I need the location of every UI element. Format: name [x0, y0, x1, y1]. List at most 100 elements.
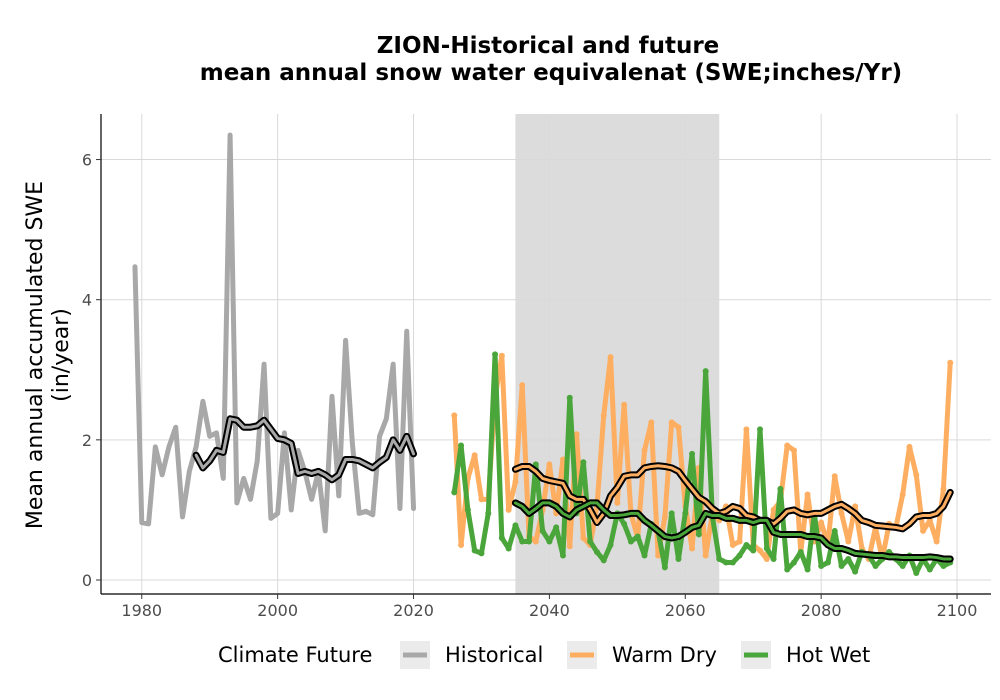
data-point-hot-wet-2051 [621, 520, 628, 527]
data-point-warm-dry-2055 [648, 419, 655, 426]
data-point-hot-wet-2040 [546, 538, 553, 545]
data-point-hot-wet-2078 [804, 566, 811, 573]
data-point-hot-wet-2071 [757, 426, 764, 433]
data-point-hot-wet-2037 [526, 538, 533, 545]
data-point-warm-dry-2029 [471, 452, 478, 459]
data-point-hot-wet-2060 [682, 510, 689, 517]
data-point-hot-wet-2030 [478, 550, 485, 557]
data-point-hot-wet-2075 [784, 566, 791, 573]
data-point-hot-wet-2046 [587, 538, 594, 545]
x-tick-label-2000: 2000 [257, 601, 298, 620]
data-point-warm-dry-2042 [559, 456, 566, 463]
data-point-warm-dry-2030 [478, 496, 485, 503]
data-point-hot-wet-2027 [458, 442, 465, 449]
data-point-hot-wet-2072 [763, 545, 770, 552]
data-point-hot-wet-2083 [838, 562, 845, 569]
data-point-warm-dry-2072 [763, 555, 770, 562]
data-point-warm-dry-2056 [655, 552, 662, 559]
data-point-hot-wet-2085 [852, 568, 859, 575]
data-point-warm-dry-2068 [736, 538, 743, 545]
data-point-warm-dry-2051 [621, 401, 628, 408]
data-point-warm-dry-2036 [519, 382, 526, 389]
data-point-warm-dry-2082 [831, 473, 838, 480]
data-point-warm-dry-2040 [546, 461, 553, 468]
data-point-hot-wet-2080 [818, 562, 825, 569]
data-point-hot-wet-2038 [532, 461, 539, 468]
data-point-hot-wet-2054 [641, 552, 648, 559]
data-point-hot-wet-2059 [675, 555, 682, 562]
data-point-hot-wet-2043 [566, 394, 573, 401]
legend-label-warm-dry: Warm Dry [612, 643, 717, 667]
data-point-hot-wet-2031 [485, 510, 492, 517]
data-point-warm-dry-2085 [852, 503, 859, 510]
legend: Climate Future Historical Warm Dry Hot W… [218, 641, 870, 669]
data-point-hot-wet-2069 [743, 541, 750, 548]
data-point-warm-dry-2054 [641, 447, 648, 454]
chart-title-line1: ZION-Historical and future [377, 33, 720, 59]
data-point-warm-dry-2098 [940, 485, 947, 492]
data-point-warm-dry-2095 [920, 527, 927, 534]
data-point-warm-dry-2057 [661, 513, 668, 520]
y-tick-label-6: 6 [82, 151, 92, 170]
data-point-hot-wet-2074 [777, 485, 784, 492]
data-point-hot-wet-2026 [451, 489, 458, 496]
series-line-historical [132, 132, 417, 534]
data-point-hot-wet-2053 [634, 533, 641, 540]
data-point-hot-wet-2032 [492, 351, 499, 358]
data-point-warm-dry-2092 [899, 491, 906, 498]
data-point-hot-wet-2049 [607, 541, 614, 548]
y-tick-label-4: 4 [82, 291, 92, 310]
data-point-hot-wet-2036 [519, 538, 526, 545]
data-point-hot-wet-2070 [750, 547, 757, 554]
y-tick-label-0: 0 [82, 571, 92, 590]
data-point-hot-wet-2077 [797, 548, 804, 555]
data-point-warm-dry-2094 [913, 471, 920, 478]
data-point-warm-dry-2045 [580, 534, 587, 541]
data-point-hot-wet-2047 [593, 548, 600, 555]
data-point-hot-wet-2096 [926, 566, 933, 573]
legend-title: Climate Future [218, 643, 372, 667]
data-point-hot-wet-2065 [716, 555, 723, 562]
data-point-hot-wet-2082 [831, 527, 838, 534]
data-point-hot-wet-2057 [661, 564, 668, 571]
data-point-warm-dry-2026 [451, 412, 458, 419]
data-point-warm-dry-2050 [614, 499, 621, 506]
data-point-hot-wet-2098 [940, 562, 947, 569]
data-point-hot-wet-2045 [580, 459, 587, 466]
data-point-hot-wet-2063 [702, 368, 709, 375]
data-point-hot-wet-2041 [553, 524, 560, 531]
data-point-warm-dry-2067 [729, 541, 736, 548]
data-point-hot-wet-2068 [736, 552, 743, 559]
data-point-hot-wet-2081 [824, 559, 831, 566]
data-point-hot-wet-2058 [668, 510, 675, 517]
data-point-hot-wet-2042 [559, 552, 566, 559]
data-point-hot-wet-2029 [471, 547, 478, 554]
data-point-warm-dry-2043 [566, 543, 573, 550]
data-point-hot-wet-2039 [539, 527, 546, 534]
x-tick-label-2020: 2020 [393, 601, 434, 620]
data-point-warm-dry-2075 [784, 442, 791, 449]
data-point-hot-wet-2052 [627, 538, 634, 545]
data-point-hot-wet-2088 [872, 562, 879, 569]
data-point-warm-dry-2084 [845, 538, 852, 545]
data-point-warm-dry-2048 [600, 412, 607, 419]
data-point-warm-dry-2076 [790, 447, 797, 454]
data-point-warm-dry-2034 [505, 506, 512, 513]
data-point-warm-dry-2080 [818, 519, 825, 526]
data-point-warm-dry-2027 [458, 541, 465, 548]
data-point-warm-dry-2071 [757, 547, 764, 554]
data-point-hot-wet-2073 [770, 555, 777, 562]
data-point-warm-dry-2093 [906, 443, 913, 450]
data-point-warm-dry-2073 [770, 506, 777, 513]
x-tick-label-1980: 1980 [121, 601, 162, 620]
x-tick-label-2040: 2040 [529, 601, 570, 620]
data-point-warm-dry-2083 [838, 510, 845, 517]
data-point-hot-wet-2067 [729, 559, 736, 566]
data-point-hot-wet-2061 [689, 450, 696, 457]
chart-title-line2: mean annual snow water equivalenat (SWE;… [200, 60, 902, 86]
x-tick-label-2060: 2060 [665, 601, 706, 620]
x-tick-label-2100: 2100 [937, 601, 978, 620]
data-point-warm-dry-2059 [675, 424, 682, 431]
